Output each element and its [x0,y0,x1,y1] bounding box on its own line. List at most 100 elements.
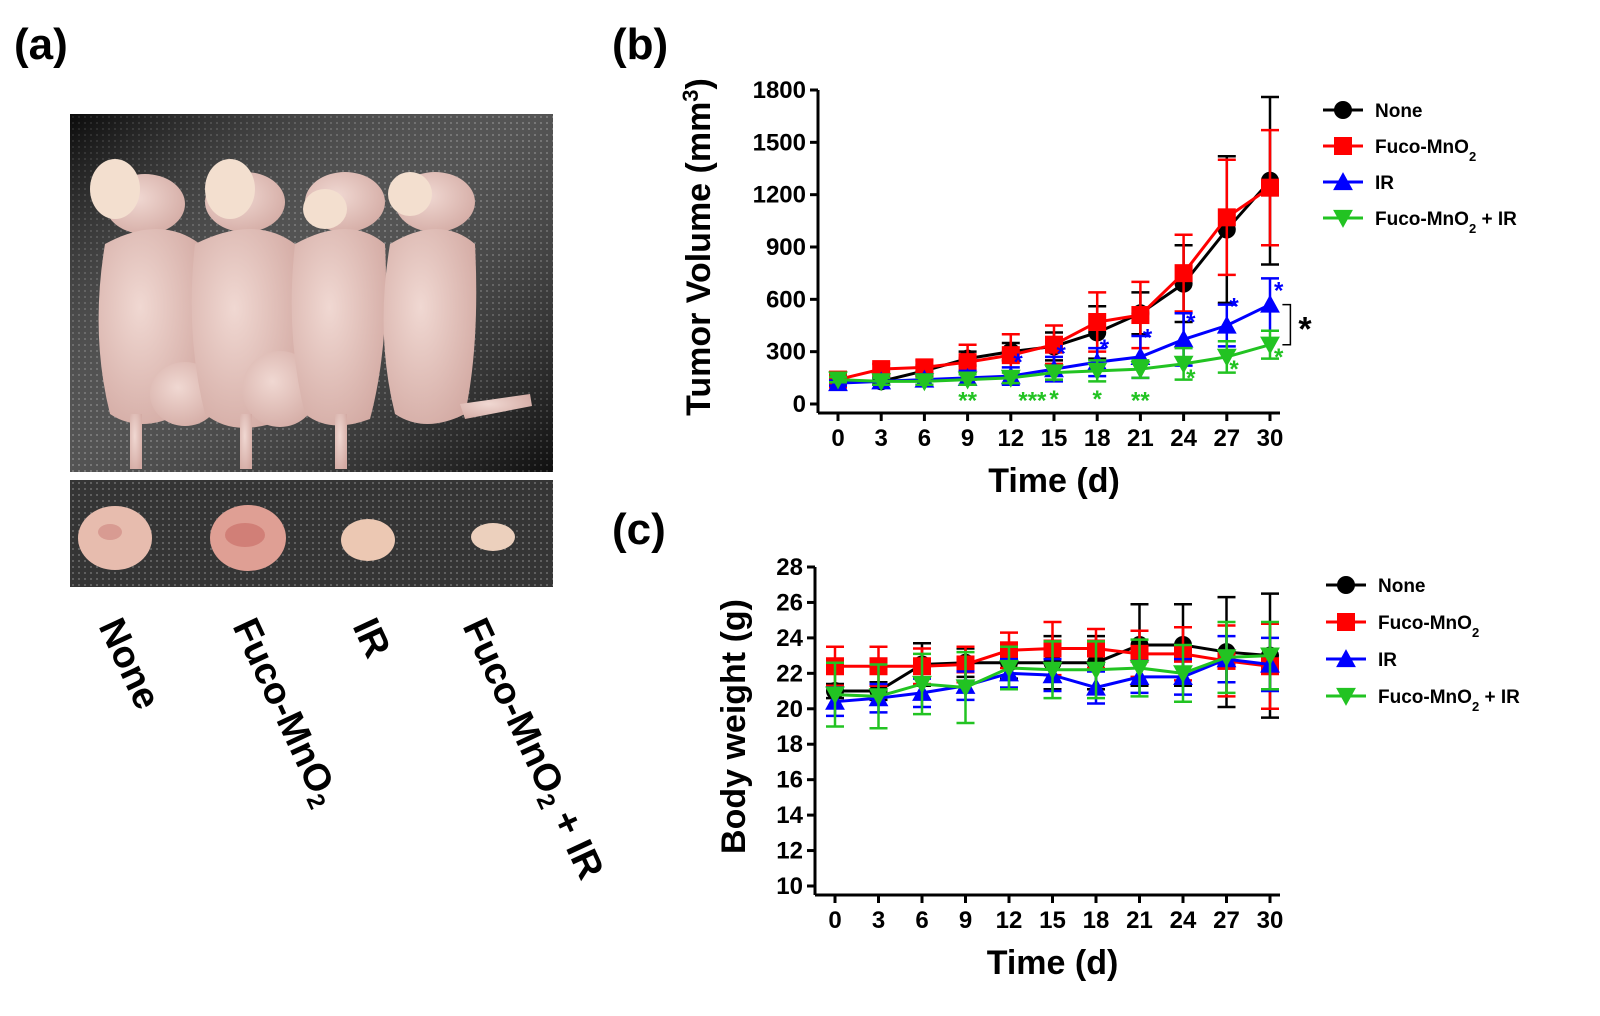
mouse-none [90,159,220,469]
y-tick-label: 10 [776,873,803,900]
x-tick-label: 15 [1041,425,1068,452]
x-tick-label: 0 [831,425,844,452]
legend-label: Fuco-MnO2 + IR [1378,687,1520,714]
data-point [1042,661,1063,680]
y-tick-label: 24 [776,625,803,652]
legend-marker [1334,101,1352,119]
significance-bracket [1282,303,1292,346]
legend-marker [1336,687,1356,706]
legend-label: None [1375,101,1423,122]
significance-mark: * [1143,325,1153,352]
x-tick-label: 6 [918,425,931,452]
legend-item-combo: Fuco-MnO2 + IR [1326,687,1520,714]
data-point [1217,208,1236,227]
significance-mark: * [1186,309,1196,336]
data-point [1260,336,1280,355]
significance-mark: *** [1018,388,1047,415]
x-tick-label: 18 [1083,907,1110,934]
data-point [999,659,1019,678]
legend-item-combo: Fuco-MnO2 + IR [1323,209,1517,236]
panel-label-a: (a) [14,20,68,69]
data-point [1173,355,1194,374]
significance-mark: * [1100,335,1110,362]
data-point [871,373,892,392]
data-point [868,688,889,707]
y-tick-label: 16 [776,767,803,794]
data-point [1216,649,1237,668]
data-point [1001,346,1020,365]
y-tick-label: 18 [776,731,803,758]
y-tick-label: 1200 [753,182,806,209]
bracket-mark: * [1298,311,1312,349]
mice-photo [70,114,553,472]
y-tick-label: 300 [766,339,806,366]
data-point [828,371,848,390]
y-tick-label: 26 [776,589,803,616]
data-point [1044,364,1064,383]
legend-label: IR [1375,173,1394,194]
data-point [915,358,934,377]
mouse-combo [383,172,532,424]
y-tick-label: 900 [766,234,806,261]
data-point [1260,647,1280,666]
x-tick-label: 3 [875,425,888,452]
tumor-ir [341,519,395,561]
legend-marker [1336,649,1356,668]
data-point [1261,178,1279,197]
significance-mark: * [1057,340,1067,367]
panel-label-c: (c) [612,505,666,554]
data-point [1045,335,1063,354]
y-tick-label: 28 [776,554,803,581]
legend-item-fuco: Fuco-MnO2 [1326,613,1479,640]
x-tick-label: 18 [1084,425,1111,452]
data-point [1260,294,1280,313]
significance-mark: * [1274,278,1284,305]
significance-mark: ** [1131,388,1150,415]
legend-label: None [1378,576,1426,597]
data-point [955,679,976,698]
legend-label: Fuco-MnO2 + IR [1375,209,1517,236]
significance-mark: * [1186,365,1196,392]
data-point [1129,659,1150,678]
tumors-photo [70,480,553,587]
y-tick-label: 0 [793,391,806,418]
legend-marker [1337,576,1355,594]
data-point [1130,361,1151,380]
x-tick-label: 0 [828,907,841,934]
y-axis-label: Tumor Volume (mm3) [678,78,719,416]
mouse-ir [291,172,386,469]
tumor-combo [471,523,515,551]
x-tick-label: 12 [997,425,1024,452]
data-point [1174,264,1193,283]
legend-marker [1334,137,1352,155]
data-point [958,353,977,372]
legend-item-ir: IR [1323,172,1394,194]
series-fuco [829,128,1279,389]
data-point [1087,362,1108,381]
y-tick-label: 14 [776,802,803,829]
x-tick-label: 24 [1170,907,1197,934]
x-tick-label: 27 [1213,907,1240,934]
data-point [957,371,978,390]
significance-mark: * [1013,349,1023,376]
x-tick-label: 24 [1170,425,1197,452]
legend-item-none: None [1323,101,1423,122]
x-tick-label: 21 [1126,907,1153,934]
significance-mark: * [1229,356,1239,383]
x-tick-label: 3 [872,907,885,934]
data-point [1131,306,1150,325]
x-tick-label: 21 [1127,425,1154,452]
legend-marker [1337,613,1355,631]
x-axis-label: Time (d) [987,944,1119,982]
y-tick-label: 1500 [753,129,806,156]
y-tick-label: 20 [776,696,803,723]
x-tick-label: 9 [959,907,972,934]
legend-label: IR [1378,650,1397,671]
y-tick-label: 1800 [753,77,806,104]
y-tick-label: 600 [766,286,806,313]
significance-mark: * [1229,293,1239,320]
data-point [1086,661,1106,680]
legend-label: Fuco-MnO2 [1378,613,1479,640]
series-combo [828,329,1280,392]
